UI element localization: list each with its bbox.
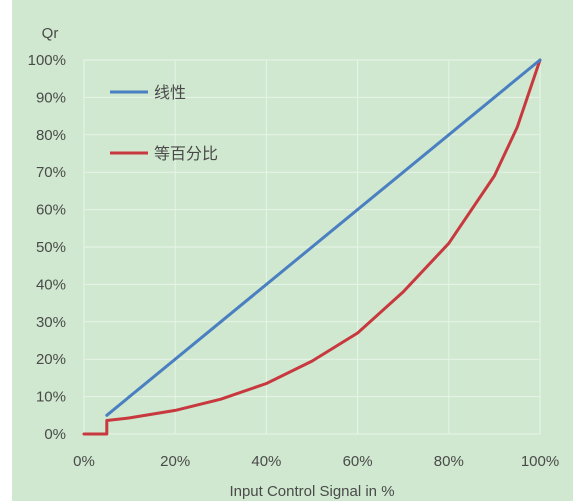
x-tick-label: 80%	[434, 453, 464, 470]
y-tick-label: 100%	[28, 52, 66, 69]
y-tick-label: 60%	[36, 202, 66, 219]
y-tick-label: 70%	[36, 164, 66, 181]
y-tick-label: 0%	[44, 426, 66, 443]
y-tick-label: 90%	[36, 89, 66, 106]
grid	[83, 59, 541, 435]
y-axis-label: Qr	[42, 25, 59, 42]
x-tick-label: 40%	[251, 453, 281, 470]
x-tick-label: 60%	[343, 453, 373, 470]
x-tick-label: 100%	[521, 453, 559, 470]
y-tick-label: 50%	[36, 239, 66, 256]
y-tick-label: 80%	[36, 127, 66, 144]
chart-background	[12, 0, 573, 501]
y-tick-label: 20%	[36, 351, 66, 368]
y-tick-label: 40%	[36, 276, 66, 293]
y-tick-label: 10%	[36, 389, 66, 406]
legend-entry-label: 线性	[154, 84, 186, 102]
series-lines	[82, 58, 542, 436]
series-line-0	[105, 58, 542, 417]
y-tick-label: 30%	[36, 314, 66, 331]
tick-labels: 0% 10% 20% 30% 40% 50% 60% 70% 80% 90% 100% 0% 20% 40…	[28, 52, 560, 470]
x-tick-label: 20%	[160, 453, 190, 470]
x-axis-label: Input Control Signal in %	[229, 483, 394, 500]
series-line-1	[82, 58, 542, 436]
legend-entry-label: 等百分比	[154, 145, 218, 163]
x-tick-label: 0%	[73, 453, 95, 470]
